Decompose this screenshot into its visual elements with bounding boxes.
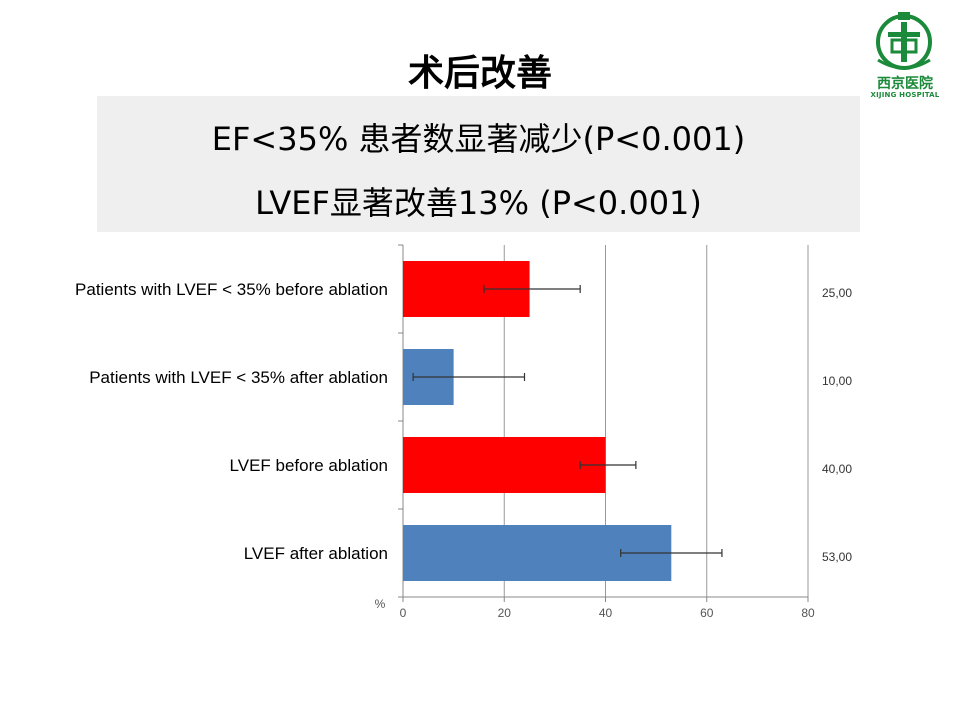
slide-title: 术后改善 bbox=[407, 53, 552, 94]
value-label: 25,00 bbox=[822, 286, 852, 300]
x-tick-label: 20 bbox=[498, 606, 512, 620]
x-tick-label: 40 bbox=[599, 606, 613, 620]
x-tick-label: 0 bbox=[400, 606, 407, 620]
value-label: 40,00 bbox=[822, 462, 852, 476]
summary-box: EF<35% 患者数显著减少(P<0.001) LVEF显著改善13% (P<0… bbox=[97, 96, 860, 232]
category-label: LVEF before ablation bbox=[230, 456, 388, 475]
category-label: Patients with LVEF < 35% after ablation bbox=[89, 368, 388, 387]
bar bbox=[403, 437, 606, 493]
value-label: 10,00 bbox=[822, 374, 852, 388]
category-label: Patients with LVEF < 35% before ablation bbox=[75, 280, 388, 299]
x-tick-label: 60 bbox=[700, 606, 714, 620]
category-label: LVEF after ablation bbox=[244, 544, 388, 563]
logo-name-cn: 西京医院 bbox=[877, 76, 933, 92]
value-label: 53,00 bbox=[822, 550, 852, 564]
hospital-logo-icon bbox=[876, 12, 932, 70]
summary-line-2: LVEF显著改善13% (P<0.001) bbox=[255, 184, 702, 222]
x-tick-label: 80 bbox=[801, 606, 815, 620]
logo-name-en: XIJING HOSPITAL bbox=[870, 91, 940, 99]
x-axis-unit-label: % bbox=[375, 597, 386, 611]
summary-line-1: EF<35% 患者数显著减少(P<0.001) bbox=[211, 120, 746, 158]
